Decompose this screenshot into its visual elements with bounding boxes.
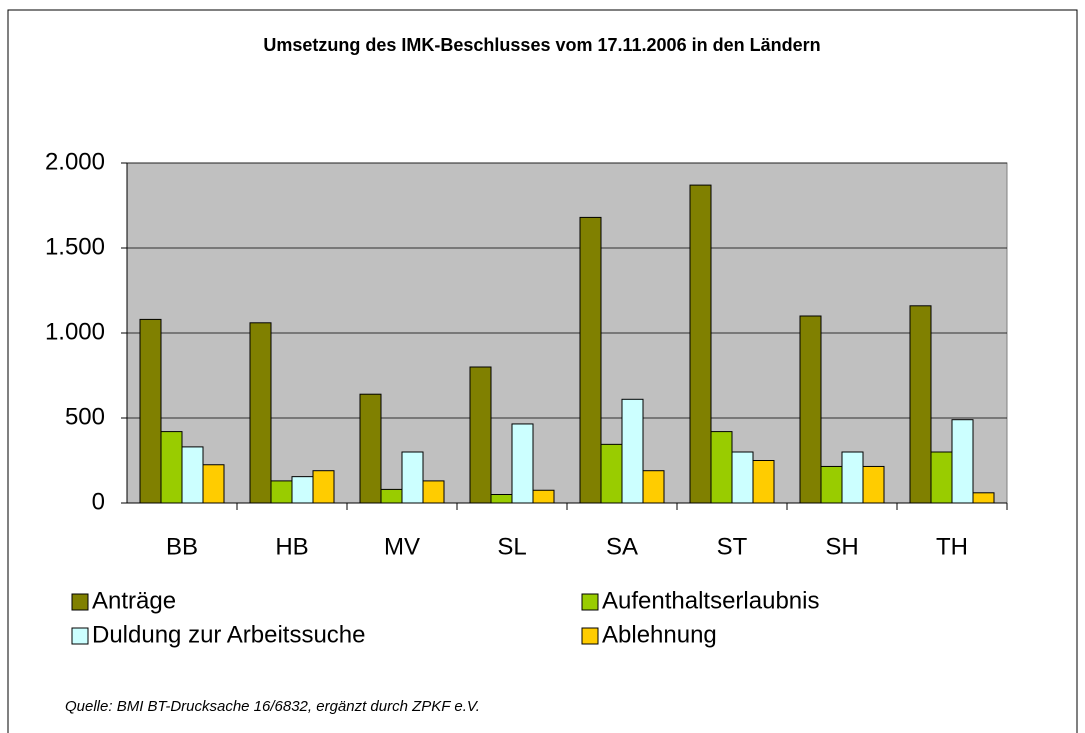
- x-tick-label: SL: [497, 533, 526, 560]
- bar: [380, 488, 403, 504]
- x-tick-label: HB: [275, 533, 308, 560]
- x-tick-label: SH: [825, 533, 858, 560]
- bar: [249, 322, 272, 504]
- bar: [841, 451, 864, 504]
- legend-label: Ablehnung: [602, 621, 717, 648]
- y-tick-label: 1.000: [45, 318, 105, 345]
- bar: [181, 446, 204, 504]
- bar: [642, 470, 665, 504]
- bar: [291, 476, 314, 504]
- chart-title: Umsetzung des IMK-Beschlusses vom 17.11.…: [263, 35, 820, 55]
- bar: [469, 366, 492, 504]
- legend-swatch: [581, 627, 599, 645]
- bar: [532, 489, 555, 504]
- bar: [972, 492, 995, 504]
- bar: [160, 431, 183, 504]
- x-tick-label: TH: [936, 533, 968, 560]
- legend-label: Duldung zur Arbeitssuche: [92, 621, 366, 648]
- x-tick-label: MV: [384, 533, 420, 560]
- legend-label: Anträge: [92, 587, 176, 614]
- bar: [270, 480, 293, 504]
- bar: [930, 451, 953, 504]
- bar: [401, 451, 424, 504]
- bar: [799, 315, 822, 504]
- bar: [731, 451, 754, 504]
- bar: [359, 393, 382, 504]
- bar: [621, 398, 644, 504]
- bar: [579, 216, 602, 504]
- bar: [422, 480, 445, 504]
- legend-swatch: [581, 593, 599, 611]
- y-tick-label: 500: [65, 403, 105, 430]
- bar: [139, 318, 162, 504]
- bar: [689, 184, 712, 504]
- bar: [511, 423, 534, 504]
- legend-swatch: [71, 593, 89, 611]
- bar: [202, 464, 225, 504]
- legend-swatch: [71, 627, 89, 645]
- frame: [7, 9, 1078, 733]
- y-tick-label: 0: [92, 488, 105, 515]
- bar: [600, 443, 623, 504]
- bar: [312, 470, 335, 504]
- bar: [752, 460, 775, 504]
- legend-label: Aufenthaltserlaubnis: [602, 587, 819, 614]
- y-tick-label: 2.000: [45, 148, 105, 175]
- source-note: Quelle: BMI BT-Drucksache 16/6832, ergän…: [65, 698, 480, 715]
- bar: [909, 305, 932, 504]
- bar: [710, 431, 733, 504]
- x-tick-label: BB: [166, 533, 198, 560]
- x-tick-label: SA: [606, 533, 638, 560]
- bar: [490, 494, 513, 504]
- bar: [820, 465, 843, 504]
- bar: [862, 465, 885, 504]
- bar: [951, 419, 974, 504]
- y-tick-label: 1.500: [45, 233, 105, 260]
- x-tick-label: ST: [717, 533, 748, 560]
